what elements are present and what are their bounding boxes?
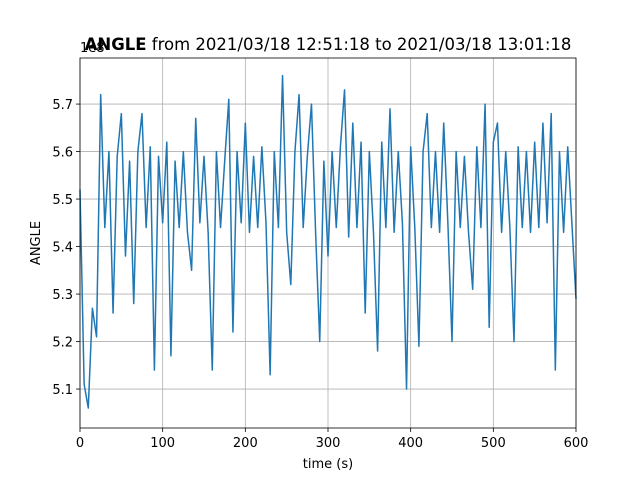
- y-tick-label: 5.5: [52, 193, 73, 208]
- x-tick-label: 600: [564, 436, 589, 451]
- y-tick-label: 5.6: [52, 146, 73, 161]
- x-axis-label: time (s): [303, 457, 353, 472]
- x-tick-label: 400: [398, 436, 423, 451]
- y-tick-label: 5.3: [52, 288, 73, 303]
- data-line: [79, 74, 577, 409]
- title-range: from 2021/03/18 12:51:18 to 2021/03/18 1…: [152, 35, 572, 54]
- x-tick-label: 0: [76, 436, 84, 451]
- x-tick-label: 500: [481, 436, 506, 451]
- x-tick-label: 100: [150, 436, 175, 451]
- x-tick-label: 200: [233, 436, 258, 451]
- y-tick-label: 5.2: [52, 336, 73, 351]
- title-variable: ANGLE: [85, 35, 147, 54]
- y-tick-label: 5.7: [52, 98, 73, 113]
- y-tick-label: 5.1: [52, 383, 73, 398]
- x-tick-label: 300: [316, 436, 341, 451]
- y-axis-label: ANGLE: [29, 221, 44, 265]
- plot-frame: [79, 57, 577, 429]
- chart-title: ANGLE from 2021/03/18 12:51:18 to 2021/0…: [85, 35, 572, 54]
- y-tick-label: 5.4: [52, 241, 73, 256]
- offset-label: 1e8: [80, 41, 105, 56]
